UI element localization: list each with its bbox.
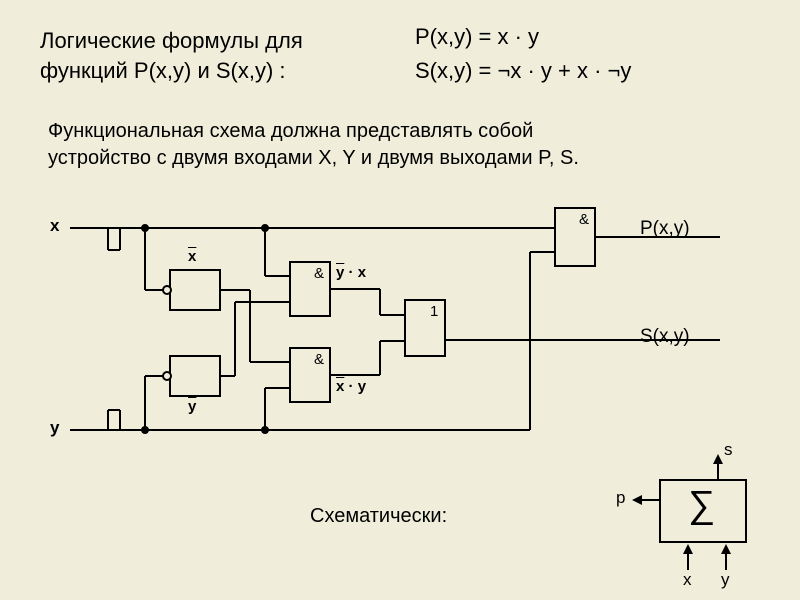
sigma-y-label: y <box>721 570 730 590</box>
sigma-s-label: s <box>724 440 733 460</box>
sigma-block-diagram <box>0 0 800 600</box>
sigma-symbol: ∑ <box>688 484 715 527</box>
sigma-p-label: p <box>616 488 625 508</box>
sigma-x-label: x <box>683 570 692 590</box>
